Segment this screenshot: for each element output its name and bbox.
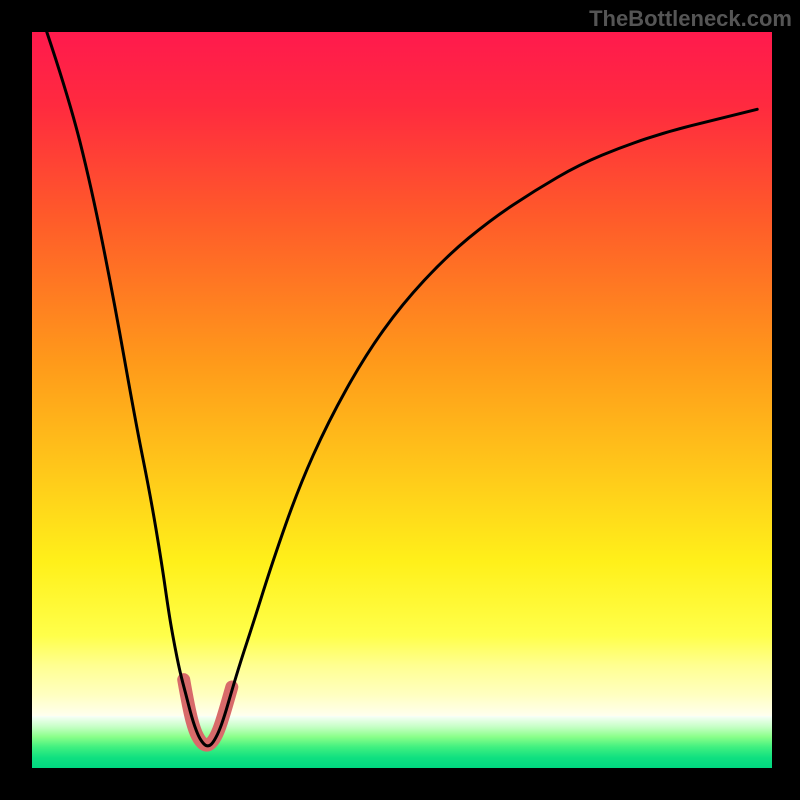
- chart-stage: TheBottleneck.com: [0, 0, 800, 800]
- watermark-text: TheBottleneck.com: [589, 6, 792, 32]
- bottleneck-curve-svg: [32, 32, 772, 768]
- bottleneck-curve-path: [47, 32, 757, 746]
